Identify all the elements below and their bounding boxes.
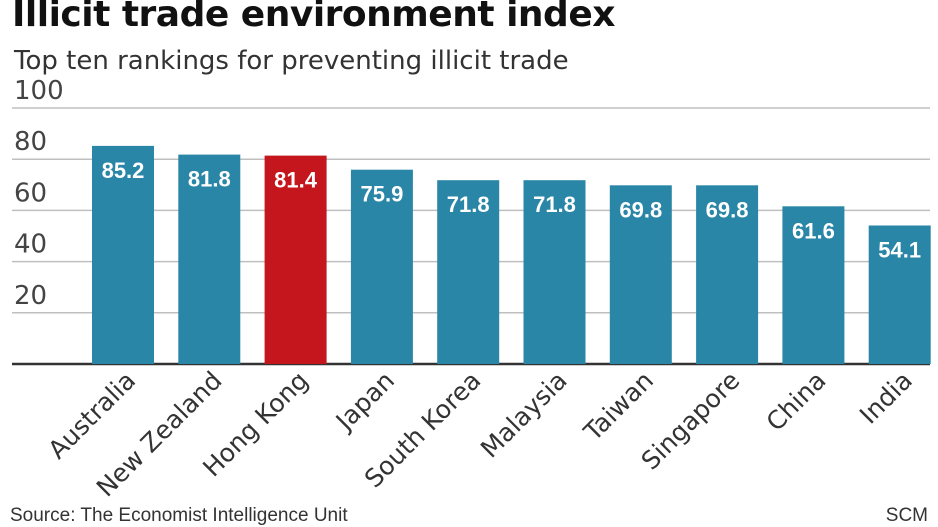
bar-australia — [92, 145, 154, 364]
y-tick-label: 60 — [14, 178, 47, 208]
bar-value-label: 71.8 — [447, 192, 490, 217]
bar-value-label: 81.4 — [274, 168, 318, 193]
x-tick-label: Malaysia — [475, 366, 573, 464]
bar-new-zealand — [178, 154, 241, 364]
bar-value-label: 61.6 — [792, 218, 835, 243]
chart-subtitle: Top ten rankings for preventing illicit … — [14, 46, 569, 76]
y-tick-label: 100 — [14, 76, 64, 106]
bar-japan — [350, 169, 413, 364]
bar-china — [782, 206, 845, 364]
y-tick-label: 20 — [14, 281, 47, 311]
bar-singapore — [696, 185, 759, 364]
bar-value-label: 54.1 — [878, 238, 921, 263]
x-tick-label: India — [854, 366, 918, 430]
credit-note: SCM — [885, 505, 928, 526]
y-tick-label: 80 — [14, 127, 47, 157]
bar-value-label: 69.8 — [706, 197, 749, 222]
x-tick-label: Taiwan — [578, 366, 659, 447]
bar-value-label: 71.8 — [533, 192, 576, 217]
chart-title: Illicit trade environment index — [12, 0, 615, 35]
bar-value-label: 69.8 — [619, 197, 662, 222]
bar-south-korea — [437, 180, 500, 364]
x-tick-label: China — [761, 366, 832, 437]
bar-value-label: 85.2 — [102, 158, 145, 183]
bar-value-label: 75.9 — [360, 182, 403, 207]
bar-value-label: 81.8 — [188, 167, 231, 192]
bar-hong-kong — [264, 155, 327, 364]
y-tick-label: 40 — [14, 230, 47, 260]
x-tick-label: Japan — [329, 366, 400, 437]
bar-india — [868, 225, 931, 364]
bar-taiwan — [609, 185, 672, 364]
source-note: Source: The Economist Intelligence Unit — [10, 505, 348, 526]
bar-malaysia — [523, 180, 586, 364]
